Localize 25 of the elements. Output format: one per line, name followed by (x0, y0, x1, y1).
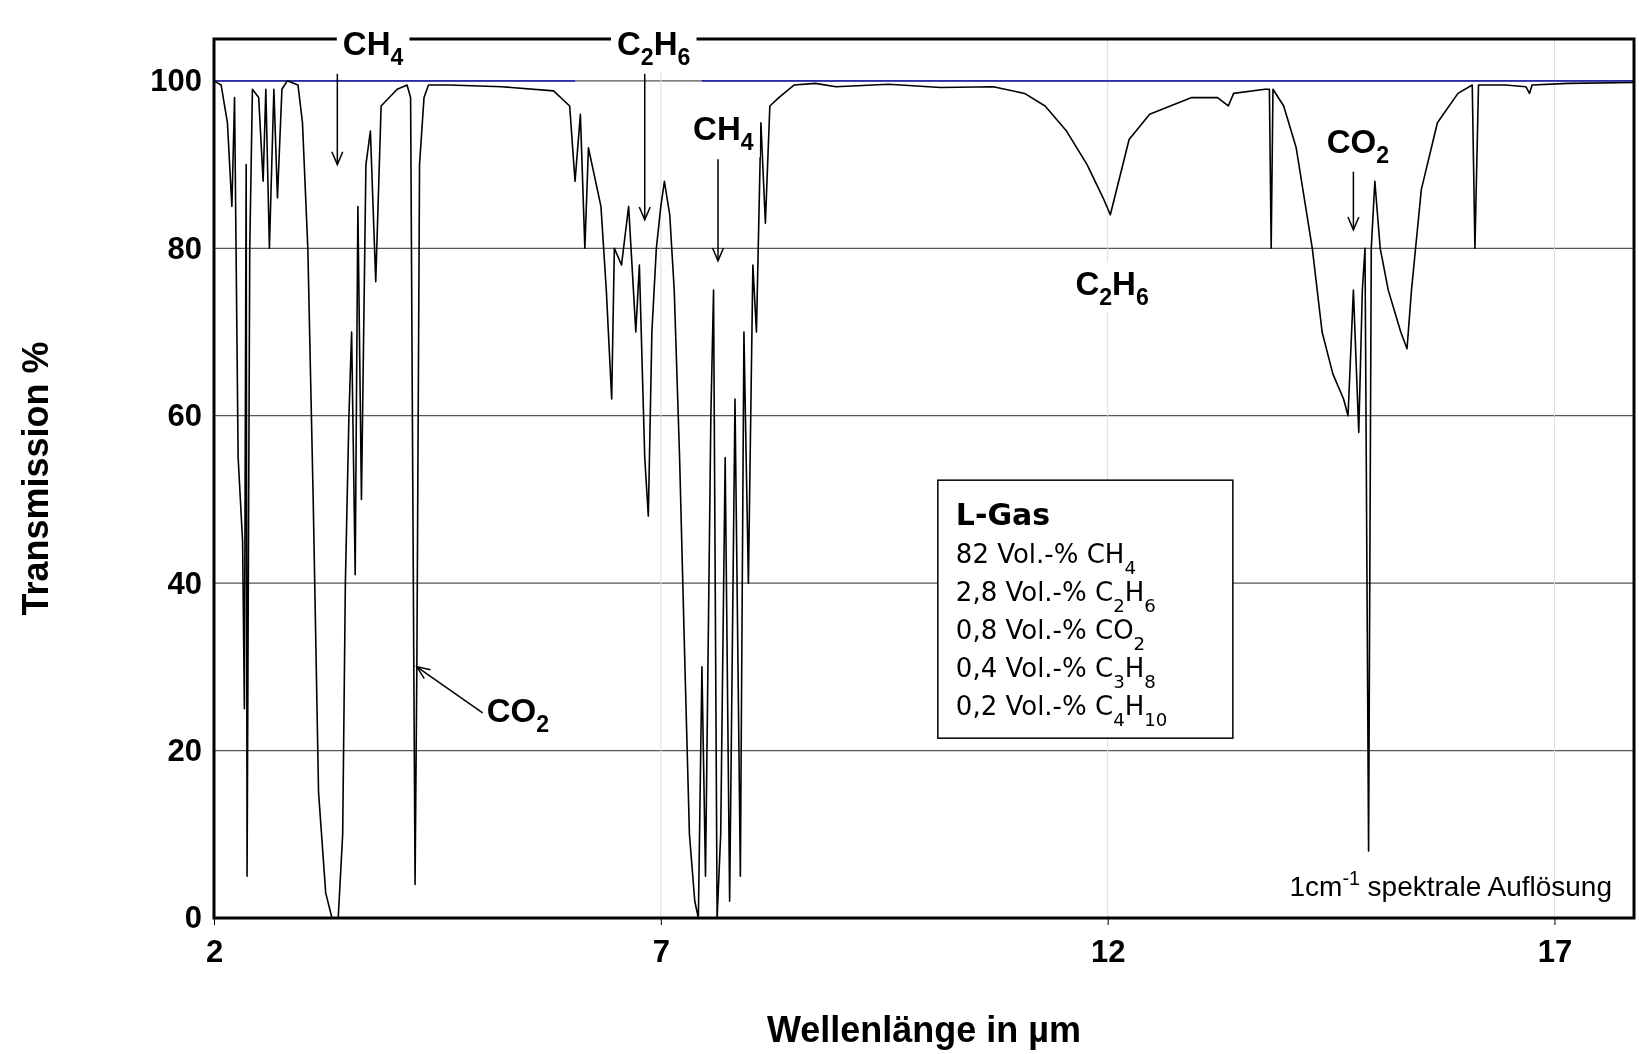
annotation: CH$_{4}$ (693, 109, 754, 156)
annotation: L-Gas (955, 497, 1051, 533)
annotation: CO$_{2}$ (1326, 122, 1390, 168)
x-tick-label: 12 (1090, 934, 1126, 970)
annotation: 82 Vol.-% CH$_{4}$ (955, 539, 1137, 578)
annotation: 0,2 Vol.-% C$_{4}$H$_{10}$ (955, 691, 1168, 730)
y-tick-label: 0 (184, 900, 202, 936)
annotation: CO$_{2}$ (486, 691, 550, 738)
x-tick-label: 2 (205, 934, 224, 970)
annotation: C$_{2}$H$_{6}$ (616, 24, 691, 70)
annotation: CH$_{4}$ (342, 24, 404, 70)
annotation: 0,4 Vol.-% C$_{3}$H$_{8}$ (955, 653, 1156, 692)
y-tick-label: 40 (167, 565, 202, 601)
annotation: C$_{2}$H$_{6}$ (1075, 264, 1149, 311)
y-tick-label: 80 (167, 230, 202, 266)
y-axis-title: Transmission % (15, 341, 56, 616)
y-tick-label: 60 (167, 398, 202, 434)
x-axis-title: Wellenlänge in µm (766, 1009, 1082, 1050)
y-tick-label: 20 (167, 732, 202, 768)
x-tick-label: 17 (1537, 934, 1573, 970)
annotation: 1cm$^{-1}$ spektrale Auflösung (1289, 867, 1612, 902)
annotation: 2,8 Vol.-% C$_{2}$H$_{6}$ (955, 577, 1156, 616)
x-tick-label: 7 (652, 934, 670, 970)
annotation: 0,8 Vol.-% CO$_{2}$ (955, 615, 1146, 654)
y-tick-label: 100 (150, 63, 202, 99)
